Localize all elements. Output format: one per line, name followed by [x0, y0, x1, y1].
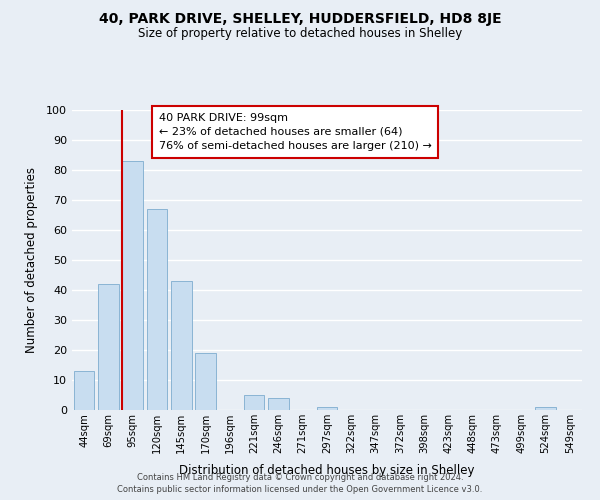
- Bar: [146, 209, 167, 410]
- Text: 40, PARK DRIVE, SHELLEY, HUDDERSFIELD, HD8 8JE: 40, PARK DRIVE, SHELLEY, HUDDERSFIELD, H…: [98, 12, 502, 26]
- Bar: [195, 353, 216, 410]
- Bar: [98, 284, 119, 410]
- Text: 40 PARK DRIVE: 99sqm
← 23% of detached houses are smaller (64)
76% of semi-detac: 40 PARK DRIVE: 99sqm ← 23% of detached h…: [158, 113, 431, 151]
- Bar: [171, 281, 191, 410]
- Bar: [122, 161, 143, 410]
- Bar: [244, 395, 265, 410]
- Text: Contains public sector information licensed under the Open Government Licence v3: Contains public sector information licen…: [118, 485, 482, 494]
- Text: Size of property relative to detached houses in Shelley: Size of property relative to detached ho…: [138, 28, 462, 40]
- Bar: [317, 407, 337, 410]
- X-axis label: Distribution of detached houses by size in Shelley: Distribution of detached houses by size …: [179, 464, 475, 477]
- Bar: [74, 371, 94, 410]
- Bar: [268, 398, 289, 410]
- Text: Contains HM Land Registry data © Crown copyright and database right 2024.: Contains HM Land Registry data © Crown c…: [137, 472, 463, 482]
- Y-axis label: Number of detached properties: Number of detached properties: [25, 167, 38, 353]
- Bar: [535, 407, 556, 410]
